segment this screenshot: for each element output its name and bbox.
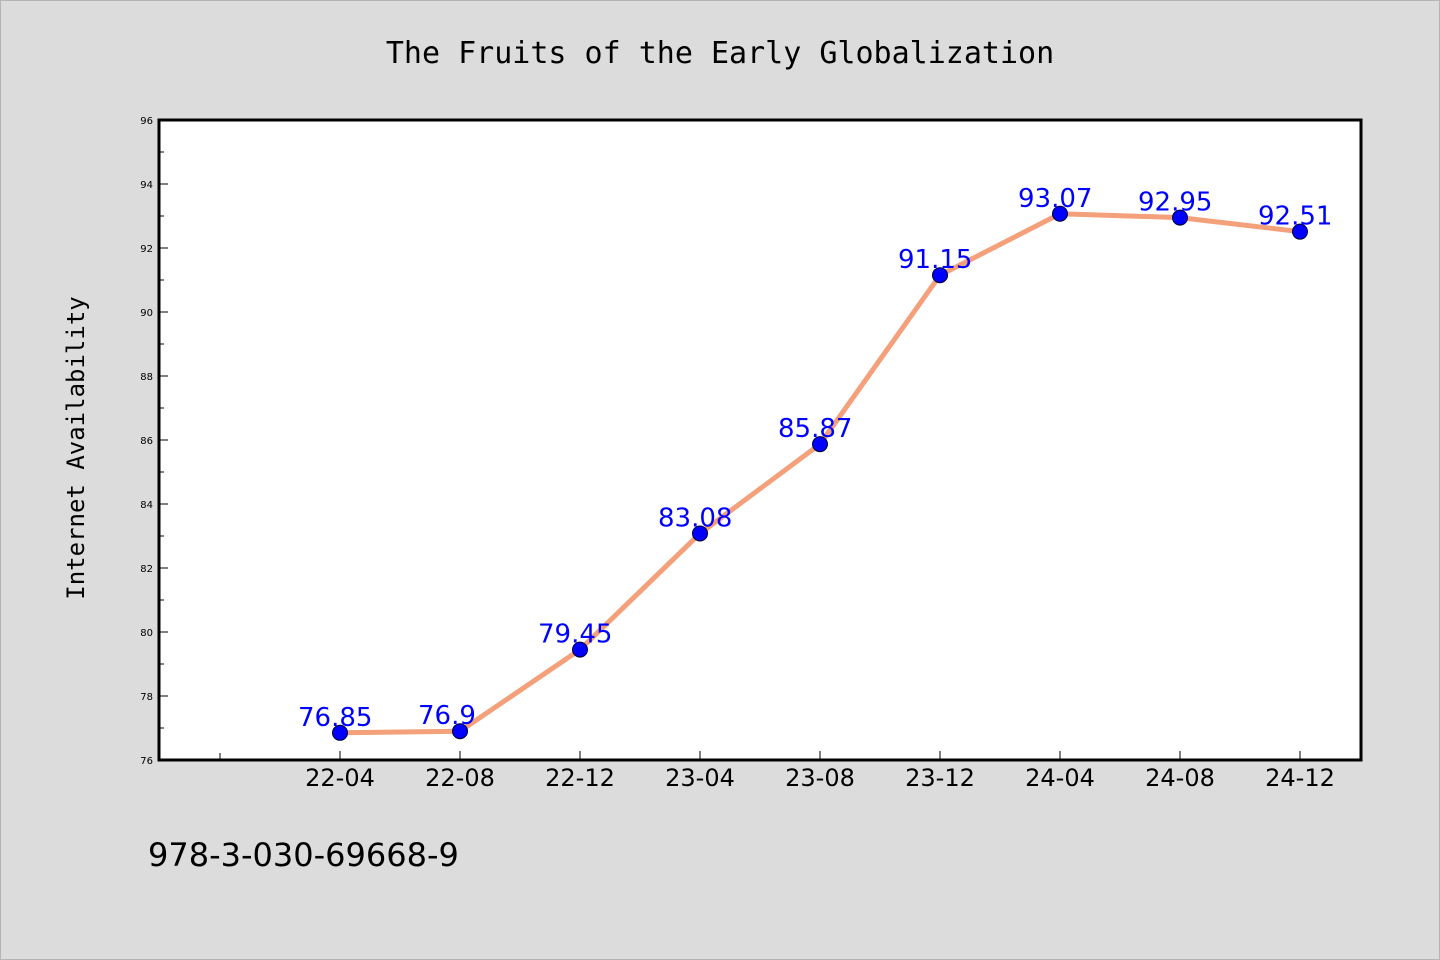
data-point (1172, 209, 1188, 226)
y-tick-label: 92 (140, 244, 153, 255)
x-axis-tick-labels: 22-04 22-08 22-12 23-04 23-08 23-12 24-04 24-08… (305, 764, 1335, 792)
y-axis-label: Internet Availability (62, 296, 90, 599)
data-point (1292, 223, 1308, 240)
y-tick-label: 76 (140, 756, 153, 767)
x-tick-label: 24-12 (1265, 764, 1335, 792)
x-tick-label: 22-12 (545, 764, 615, 792)
y-tick-label: 90 (140, 308, 153, 319)
data-label: 93.07 (1018, 184, 1092, 214)
y-tick-label: 86 (140, 436, 153, 447)
data-point (932, 267, 948, 284)
data-point (572, 641, 588, 658)
data-labels: 76.85 76.9 79.45 83.08 85.87 91.15 93.07 92.95 9… (298, 184, 1332, 733)
y-tick-label: 88 (140, 372, 153, 383)
data-label: 83.08 (658, 503, 732, 533)
data-point (452, 723, 468, 740)
data-label: 91.15 (898, 245, 972, 275)
data-label: 85.87 (778, 414, 852, 444)
y-tick-label: 82 (140, 564, 153, 575)
data-label: 79.45 (538, 620, 612, 650)
y-tick-label: 84 (140, 500, 153, 511)
data-label: 76.9 (418, 701, 476, 731)
data-point (1052, 205, 1068, 222)
data-label: 92.51 (1258, 202, 1332, 232)
x-tick-label: 23-04 (665, 764, 735, 792)
footer-isbn: 978-3-030-69668-9 (148, 836, 459, 874)
y-tick-label: 80 (140, 628, 153, 639)
x-tick-label: 22-04 (305, 764, 375, 792)
plot-area (159, 120, 1361, 760)
data-point (812, 436, 828, 453)
y-tick-label: 94 (140, 180, 153, 191)
y-tick-label: 96 (140, 116, 153, 127)
x-tick-label: 22-08 (425, 764, 495, 792)
x-tick-label: 23-08 (785, 764, 855, 792)
data-label: 76.85 (298, 703, 372, 733)
x-tick-label: 24-08 (1145, 764, 1215, 792)
y-axis-tick-labels: 76 78 80 82 84 86 88 90 92 94 96 (140, 116, 153, 767)
data-point (692, 525, 708, 542)
x-tick-label: 24-04 (1025, 764, 1095, 792)
chart-title: The Fruits of the Early Globalization (386, 36, 1054, 71)
data-point (332, 724, 348, 741)
plot-border (157, 118, 1363, 762)
data-label: 92.95 (1138, 188, 1212, 218)
y-tick-label: 78 (140, 692, 153, 703)
data-markers (332, 205, 1308, 741)
x-tick-label: 23-12 (905, 764, 975, 792)
